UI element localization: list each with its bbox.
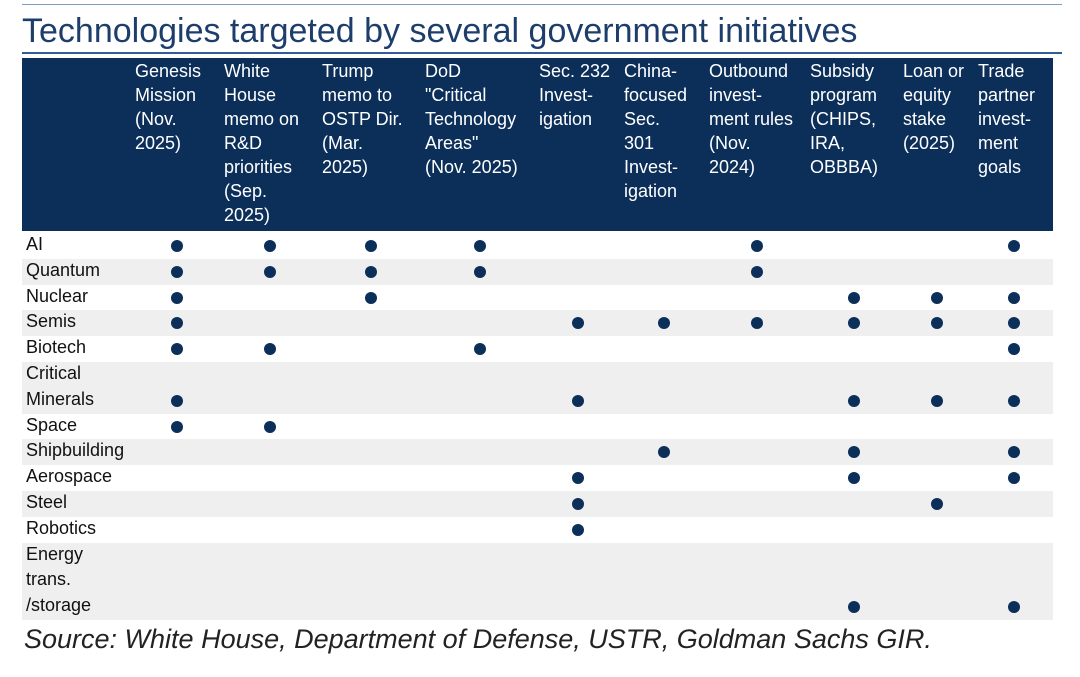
dot [751, 317, 763, 330]
dot [658, 317, 670, 330]
dot [171, 317, 183, 330]
column-header: Trump memo to OSTP Dir. (Mar. 2025) [322, 61, 403, 177]
column-header: Sec. 232 Invest- igation [539, 61, 611, 129]
dot [171, 291, 183, 304]
dot [572, 472, 584, 485]
dot [658, 446, 670, 459]
column-header: Loan or equity stake (2025) [903, 61, 965, 153]
dot [1008, 472, 1020, 485]
dot [1008, 317, 1020, 330]
dot [1008, 343, 1020, 356]
row-label: Semis [26, 311, 77, 332]
column-header: Subsidy program (CHIPS, IRA, OBBBA) [810, 61, 879, 177]
dot [365, 265, 377, 278]
title: Technologies targeted by several governm… [22, 12, 858, 50]
dot [931, 317, 943, 330]
dot [848, 446, 860, 459]
column-header: Outbound invest- ment rules (Nov. 2024) [709, 61, 794, 177]
row-label: Space [26, 414, 78, 435]
dot [931, 291, 943, 304]
row-label: Biotech [26, 337, 87, 358]
dot [474, 239, 486, 252]
column-header: Genesis Mission (Nov. 2025) [135, 61, 202, 153]
dot [365, 239, 377, 252]
dot [848, 317, 860, 330]
dot [474, 265, 486, 278]
row-label: AI [26, 234, 44, 254]
row-shade [22, 310, 1053, 337]
rule [22, 52, 1062, 54]
dot [572, 317, 584, 330]
dot [171, 239, 183, 252]
dot [264, 420, 276, 433]
dot [171, 343, 183, 356]
row-label: Energy trans. /storage [26, 543, 92, 616]
rule [22, 4, 1062, 5]
dot [848, 472, 860, 485]
dot [171, 394, 183, 407]
dot [848, 601, 860, 614]
row-label: Quantum [26, 259, 101, 280]
dot [1008, 601, 1020, 614]
dot [1008, 446, 1020, 459]
dot [572, 394, 584, 407]
column-header: White House memo on R&D priorities (Sep.… [224, 61, 300, 225]
dot [171, 420, 183, 433]
dot [931, 394, 943, 407]
dot [474, 343, 486, 356]
dot [171, 265, 183, 278]
dot [848, 394, 860, 407]
column-header: Trade partner invest- ment goals [978, 61, 1036, 177]
row-label: Nuclear [26, 285, 89, 306]
table-header [22, 58, 1053, 231]
row-shade [22, 491, 1053, 517]
column-header: China- focused Sec. 301 Invest- igation [624, 61, 688, 201]
dot [1008, 394, 1020, 407]
row-shade [22, 362, 1053, 414]
dot [751, 239, 763, 252]
dot [365, 291, 377, 304]
dot [264, 239, 276, 252]
dot [264, 343, 276, 356]
dot [572, 523, 584, 536]
row-label: Shipbuilding [26, 440, 125, 461]
dot [1008, 239, 1020, 252]
dot [931, 497, 943, 510]
row-label: Aerospace [26, 466, 113, 487]
row-shade [22, 439, 1053, 466]
source-note: Source: White House, Department of Defen… [24, 624, 932, 654]
dot [572, 497, 584, 510]
row-label: Robotics [26, 517, 97, 538]
column-header: DoD "Critical Technology Areas" (Nov. 20… [425, 61, 518, 177]
row-label: Steel [26, 492, 68, 512]
row-label: Critical Minerals [26, 363, 95, 409]
dot [751, 265, 763, 278]
row-shade [22, 258, 1053, 285]
row-shade [22, 542, 1053, 620]
dot [264, 265, 276, 278]
dot [848, 291, 860, 304]
dot [1008, 291, 1020, 304]
